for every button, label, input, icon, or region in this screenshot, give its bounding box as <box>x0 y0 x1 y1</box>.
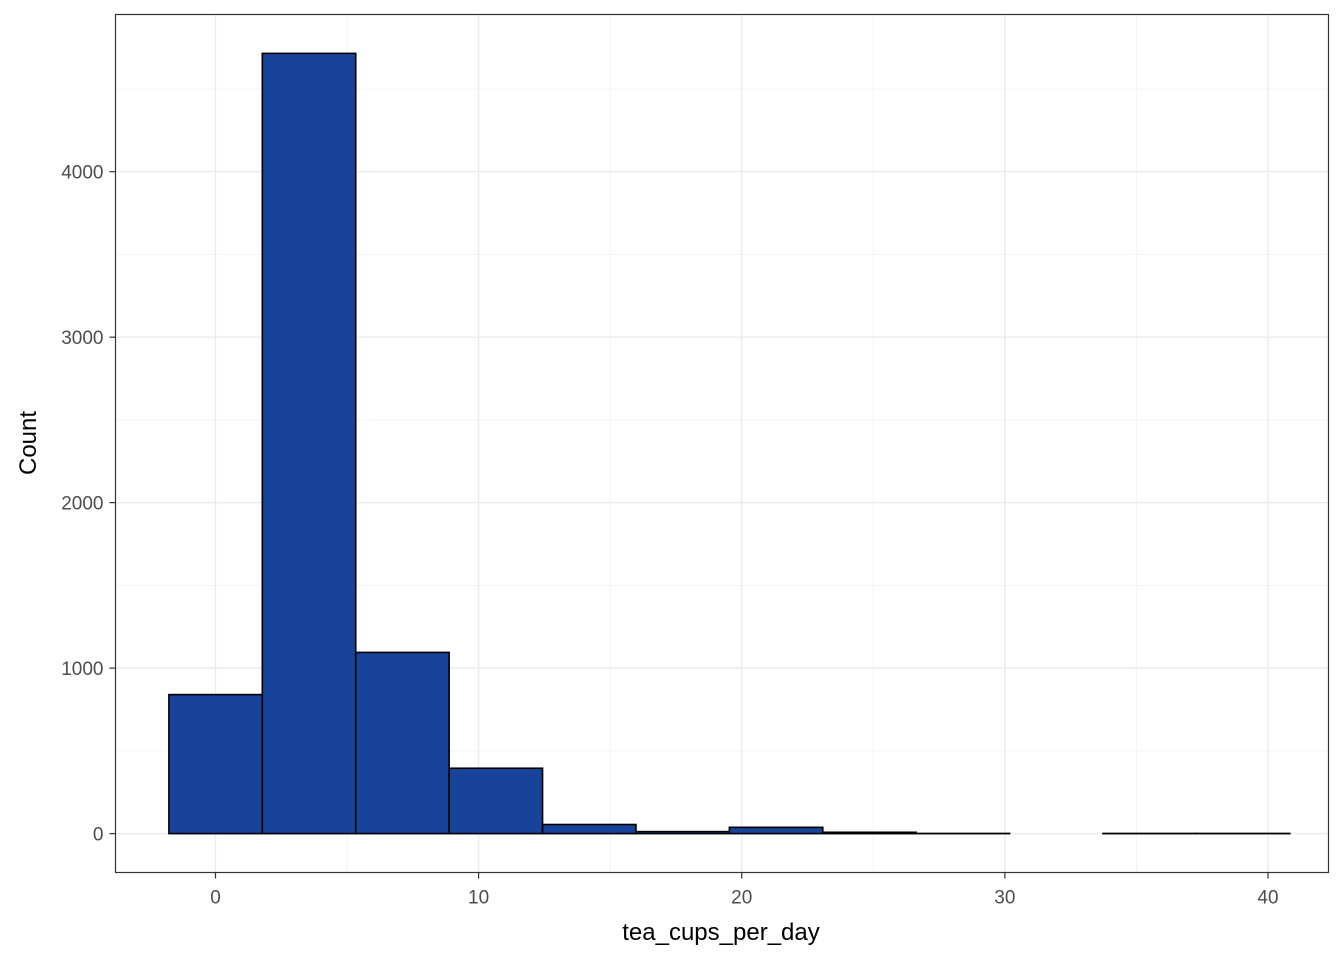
histogram-bar-6 <box>635 830 731 835</box>
y-axis-ticks: 0 1000 2000 3000 4000 <box>61 163 116 846</box>
histogram-bar-2 <box>261 52 357 835</box>
histogram-bars <box>168 52 1291 835</box>
histogram-bar-3 <box>354 651 450 835</box>
x-tick-label: 10 <box>468 888 489 909</box>
histogram-bar-5 <box>541 823 637 835</box>
x-axis-title: tea_cups_per_day <box>622 919 819 946</box>
x-tick-label: 0 <box>210 888 221 909</box>
x-tick-label: 30 <box>994 888 1015 909</box>
y-tick-label: 4000 <box>61 163 103 184</box>
histogram-bar-8 <box>821 831 917 835</box>
histogram-bar-7 <box>728 826 824 835</box>
y-tick-label: 3000 <box>61 328 103 349</box>
histogram-bar-1 <box>168 693 264 835</box>
y-axis-title: Count <box>15 411 42 475</box>
x-tick-label: 20 <box>731 888 752 909</box>
x-tick-label: 40 <box>1257 888 1278 909</box>
y-tick-label: 0 <box>93 825 104 846</box>
histogram-bar-4 <box>448 767 544 835</box>
x-axis-ticks: 0 10 20 30 40 <box>210 872 1279 909</box>
panel-border <box>114 13 1330 874</box>
y-tick-label: 1000 <box>61 659 103 680</box>
y-tick-label: 2000 <box>61 494 103 515</box>
